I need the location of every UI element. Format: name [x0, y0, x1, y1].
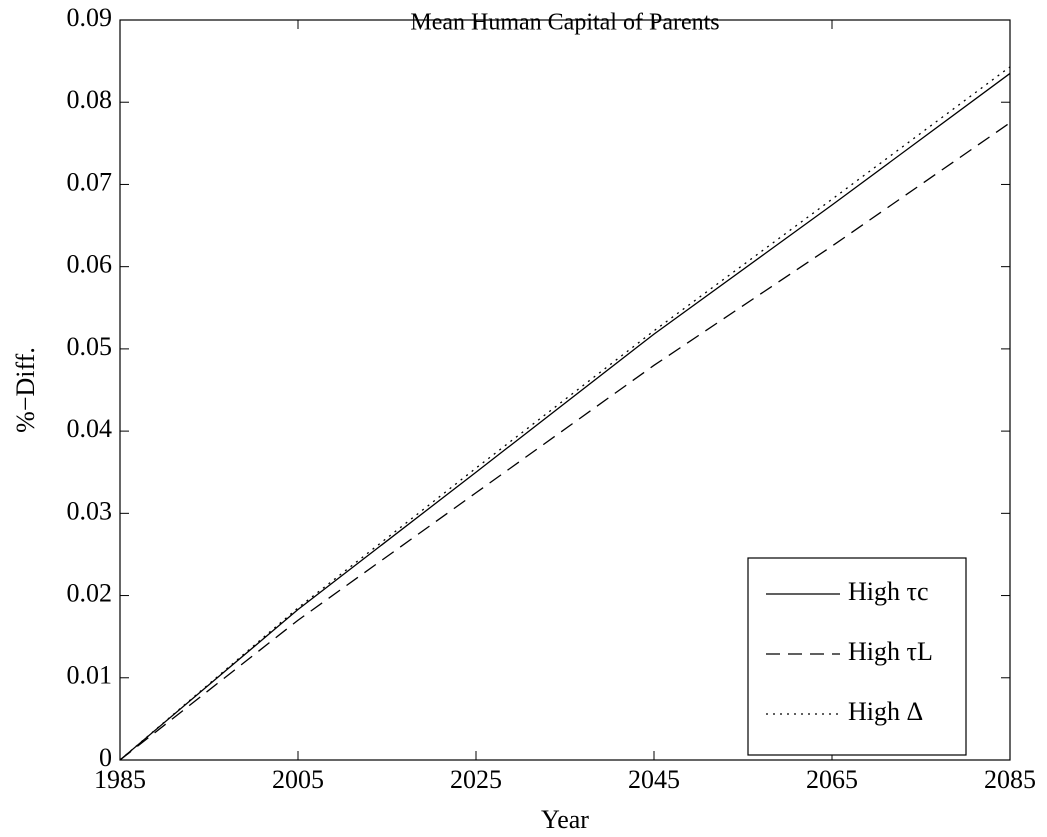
series-line	[119, 72, 1011, 761]
x-tick-label: 2085	[984, 765, 1036, 794]
x-axis-label: Year	[541, 805, 589, 834]
y-tick-label: 0.08	[67, 85, 113, 114]
legend-label: High τc	[848, 577, 929, 606]
y-tick-label: 0.02	[67, 579, 113, 608]
y-tick-label: 0.07	[67, 167, 113, 196]
y-tick-label: 0.04	[67, 414, 113, 443]
legend-label: High Δ	[848, 697, 923, 726]
y-tick-label: 0	[99, 743, 112, 772]
chart-title: Mean Human Capital of Parents	[410, 10, 719, 36]
x-tick-label: 2005	[272, 765, 324, 794]
series-line	[119, 122, 1011, 761]
x-tick-label: 1985	[94, 765, 146, 794]
legend-box	[747, 557, 967, 756]
x-tick-label: 2065	[806, 765, 858, 794]
y-tick-label: 0.01	[67, 661, 113, 690]
x-tick-label: 2045	[628, 765, 680, 794]
y-tick-label: 0.09	[67, 3, 113, 32]
legend-label: High τL	[848, 637, 933, 666]
x-tick-label: 2025	[450, 765, 502, 794]
y-tick-label: 0.06	[67, 250, 113, 279]
y-axis-label: %−Diff.	[11, 347, 40, 433]
y-tick-label: 0.03	[67, 496, 113, 525]
plot-frame	[119, 19, 1011, 761]
y-tick-label: 0.05	[67, 332, 113, 361]
